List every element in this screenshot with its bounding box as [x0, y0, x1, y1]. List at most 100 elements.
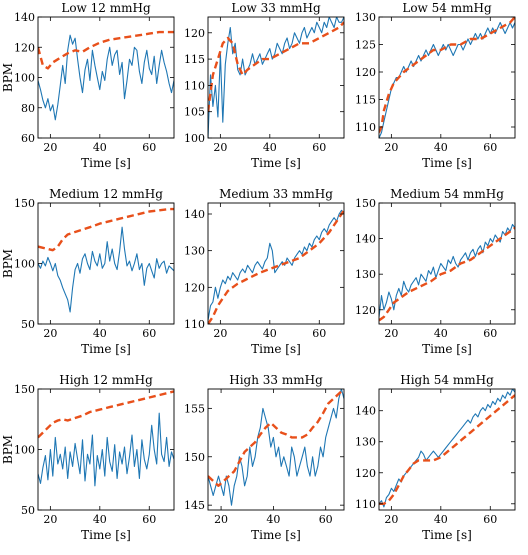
y-tick-label: 50	[21, 318, 35, 331]
x-tick-label: 20	[43, 327, 57, 340]
x-tick-label: 40	[93, 327, 107, 340]
y-tick-label: 120	[184, 27, 205, 40]
x-tick-label: 60	[483, 327, 497, 340]
y-tick-label: 120	[355, 467, 376, 480]
y-tick-label: 155	[184, 402, 205, 415]
x-tick-label: 40	[434, 141, 448, 154]
y-tick-label: 140	[14, 11, 35, 24]
series-line-dashed	[38, 30, 174, 70]
x-axis-label: Time [s]	[422, 156, 472, 170]
x-axis-label: Time [s]	[251, 156, 301, 170]
x-axis-label: Time [s]	[81, 342, 131, 356]
series-line-measured	[208, 389, 344, 506]
series-line-dashed	[38, 207, 174, 252]
y-tick-label: 100	[184, 132, 205, 145]
x-tick-label: 60	[483, 513, 497, 526]
x-axis-label: Time [s]	[422, 342, 472, 356]
x-tick-label: 20	[43, 513, 57, 526]
y-tick-label: 115	[355, 94, 376, 107]
x-tick-label: 60	[319, 513, 333, 526]
y-tick-label: 120	[14, 41, 35, 54]
series-line-dashed	[208, 209, 344, 324]
y-axis-label: BPM	[1, 249, 15, 278]
x-tick-label: 40	[93, 141, 107, 154]
x-axis-label: Time [s]	[81, 156, 131, 170]
y-tick-label: 140	[184, 208, 205, 221]
x-axis-label: Time [s]	[422, 528, 472, 542]
y-tick-label: 80	[21, 102, 35, 115]
x-tick-label: 60	[142, 513, 156, 526]
x-tick-label: 20	[213, 327, 227, 340]
chart-panel-1: 20 40 60 60 80 100 120 140 Low 12 mmHg Time [s] BP…	[1, 1, 175, 170]
y-tick-label: 105	[184, 106, 205, 119]
y-tick-label: 110	[355, 121, 376, 134]
series-line-dashed	[208, 389, 344, 487]
chart-panel-6: 20 40 60 120 130 140 150 Medium 54 mmHg Time [s]	[355, 187, 516, 356]
y-tick-label: 150	[14, 383, 35, 396]
chart-panel-5: 20 40 60 110 120 130 140 Medium 33 mmHg Time [s]	[184, 187, 345, 356]
y-tick-label: 115	[184, 53, 205, 66]
chart-title: High 12 mmHg	[59, 373, 153, 387]
y-tick-label: 130	[355, 11, 376, 24]
chart-title: Low 54 mmHg	[402, 1, 492, 15]
series-line-dashed	[379, 394, 515, 505]
series-line-dashed	[379, 17, 515, 133]
series-line-dashed	[38, 390, 174, 439]
x-axis-label: Time [s]	[81, 528, 131, 542]
axes-frame	[207, 388, 345, 511]
y-tick-label: 100	[14, 258, 35, 271]
x-tick-label: 60	[142, 141, 156, 154]
x-tick-label: 40	[434, 327, 448, 340]
chart-panel-8: 20 40 60 145 150 155 High 33 mmHg Time [s]	[184, 373, 345, 542]
x-tick-label: 40	[266, 513, 280, 526]
y-tick-label: 60	[21, 132, 35, 145]
x-axis-label: Time [s]	[251, 528, 301, 542]
x-tick-label: 60	[483, 141, 497, 154]
series-line-measured	[379, 223, 515, 317]
x-tick-label: 40	[434, 513, 448, 526]
series-line-measured	[379, 21, 515, 138]
y-tick-label: 100	[14, 72, 35, 85]
y-tick-label: 130	[184, 245, 205, 258]
y-tick-label: 110	[184, 318, 205, 331]
chart-panel-4: 20 40 60 50 100 150 Medium 12 mmHg Time [s] BPM	[1, 187, 175, 356]
x-axis-label: Time [s]	[251, 342, 301, 356]
x-tick-label: 20	[384, 327, 398, 340]
series-line-measured	[38, 412, 174, 487]
x-tick-label: 40	[263, 141, 277, 154]
x-tick-label: 60	[312, 327, 326, 340]
y-tick-label: 140	[355, 233, 376, 246]
series-line-measured	[38, 226, 174, 313]
y-axis-label: BPM	[1, 63, 15, 92]
chart-title: Medium 54 mmHg	[390, 187, 504, 201]
y-tick-label: 150	[184, 451, 205, 464]
series-line-dashed	[379, 226, 515, 322]
chart-title: Low 33 mmHg	[231, 1, 321, 15]
y-tick-label: 120	[355, 66, 376, 79]
y-tick-label: 110	[355, 498, 376, 511]
chart-title: Medium 12 mmHg	[49, 187, 163, 201]
axes-frame	[378, 16, 516, 139]
chart-title: High 33 mmHg	[229, 373, 323, 387]
y-tick-label: 150	[14, 197, 35, 210]
x-tick-label: 20	[384, 141, 398, 154]
series-line-measured	[208, 209, 344, 321]
axes-frame	[207, 16, 345, 139]
x-tick-label: 60	[142, 327, 156, 340]
series-line-measured	[38, 34, 174, 121]
y-tick-label: 120	[355, 304, 376, 317]
chart-panel-7: 20 40 60 50 100 150 High 12 mmHg Time [s] BPM	[1, 373, 175, 542]
x-tick-label: 20	[43, 141, 57, 154]
axes-frame	[378, 202, 516, 325]
y-axis-label: BPM	[1, 435, 15, 464]
y-tick-label: 150	[355, 197, 376, 210]
chart-title: Medium 33 mmHg	[219, 187, 333, 201]
chart-panel-2: 20 40 60 100 105 110 115 120 Low 33 mmHg Time [s]	[184, 1, 345, 170]
x-tick-label: 20	[384, 513, 398, 526]
chart-panel-3: 20 40 60 110 115 120 125 130 Low 54 mmHg Time [s]	[355, 1, 516, 170]
chart-title: High 54 mmHg	[400, 373, 494, 387]
x-tick-label: 40	[263, 327, 277, 340]
x-tick-label: 20	[214, 513, 228, 526]
